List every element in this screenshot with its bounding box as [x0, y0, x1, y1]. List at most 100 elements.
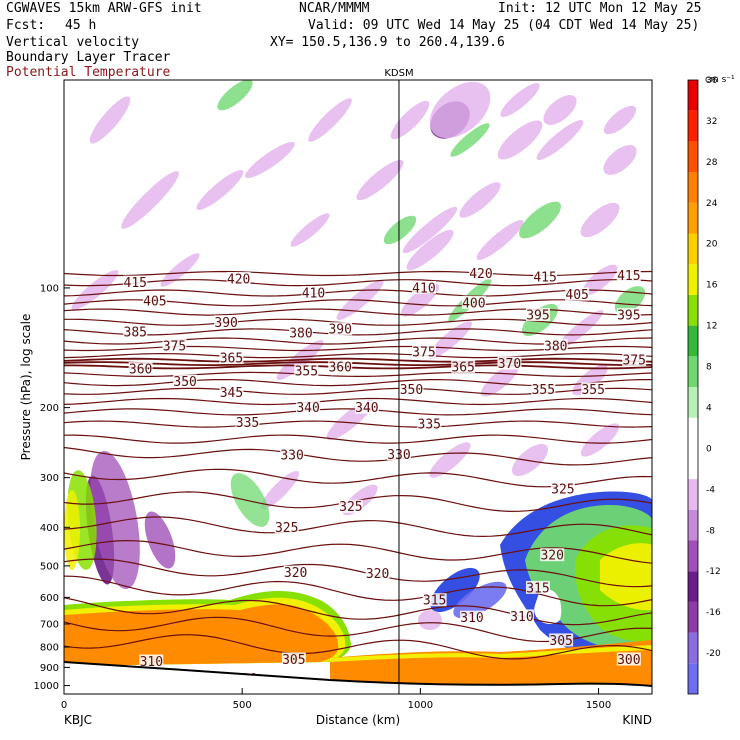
theta-label-bg — [354, 400, 379, 414]
theta-label-bg — [411, 345, 436, 359]
theta-contour — [64, 308, 652, 316]
theta-label-bg — [549, 633, 574, 647]
theta-contour — [64, 420, 652, 428]
colorbar-band — [688, 172, 698, 203]
theta-label-bg — [417, 417, 442, 431]
theta-label-bg — [294, 364, 319, 378]
theta-contour — [64, 446, 652, 466]
velocity-patch — [580, 423, 620, 457]
theta-label: 415 — [124, 276, 147, 291]
colorbar-tick-label: 24 — [706, 199, 718, 209]
colorbar-band — [688, 571, 698, 602]
header-valid: Valid: 09 UTC Wed 14 May 25 (04 CDT Wed … — [308, 18, 700, 33]
theta-label-bg — [616, 308, 641, 322]
theta-contours: 415 420 410 410 420 415 415 405 405 400 390 395 395 3… — [64, 266, 652, 687]
velocity-tracer-fill — [64, 80, 652, 690]
theta-contour — [64, 289, 652, 297]
y-tick-label: 800 — [40, 643, 59, 654]
theta-label-bg — [283, 565, 308, 579]
theta-label: 335 — [236, 416, 259, 431]
header-fcst-label: Fcst: — [6, 18, 46, 33]
theta-label-bg — [525, 308, 550, 322]
colorbar-tick-label: 8 — [706, 363, 712, 373]
theta-label-bg — [123, 324, 148, 338]
theta-contour — [64, 539, 652, 564]
theta-label: 325 — [339, 500, 362, 515]
colorbar-band — [688, 387, 698, 418]
theta-label-bg — [460, 610, 485, 624]
theta-contour — [64, 558, 652, 588]
theta-label: 330 — [280, 448, 303, 463]
theta-label: 375 — [412, 346, 435, 361]
colorbar-unit: cm s⁻¹ — [705, 75, 735, 85]
colorbar-band — [688, 601, 698, 633]
theta-label: 385 — [124, 325, 147, 340]
y-tick-label: 700 — [40, 619, 59, 630]
theta-label-bg — [543, 339, 568, 353]
theta-label-bg — [128, 362, 153, 376]
velocity-patch — [230, 473, 270, 527]
header-fcst-value: 45 h — [65, 18, 97, 33]
colorbar-tick-label: 32 — [706, 117, 717, 127]
velocity-patch — [260, 470, 300, 510]
theta-label-bg — [365, 566, 390, 580]
theta-label: 310 — [140, 655, 163, 670]
theta-label: 405 — [143, 295, 166, 310]
colorbar-band — [688, 294, 698, 326]
colorbar-band — [688, 110, 698, 142]
theta-label: 350 — [173, 375, 196, 390]
theta-label-bg — [226, 272, 251, 286]
colorbar-band — [688, 448, 698, 480]
theta-contour — [64, 352, 652, 359]
theta-label: 395 — [617, 309, 640, 324]
theta-label: 315 — [526, 581, 549, 596]
theta-label: 360 — [328, 360, 351, 375]
theta-label-bg — [142, 294, 167, 308]
velocity-patch — [603, 105, 637, 135]
theta-label-bg — [214, 315, 239, 329]
theta-contour — [64, 516, 652, 538]
colorbar-tick-label: -4 — [706, 485, 715, 495]
theta-label-bg — [451, 359, 476, 373]
velocity-patch — [71, 269, 119, 311]
theta-label-bg — [622, 353, 647, 367]
colorbar-tick-label: 20 — [706, 240, 718, 250]
theta-contour — [64, 434, 652, 444]
colorbar-tick-label: 4 — [706, 404, 712, 414]
velocity-patch — [160, 253, 200, 287]
velocity-patch — [245, 141, 295, 179]
theta-label: 325 — [275, 521, 298, 536]
theta-label: 395 — [526, 309, 549, 324]
theta-label: 340 — [355, 401, 378, 416]
theta-label-bg — [338, 499, 363, 513]
theta-label: 335 — [418, 418, 441, 433]
x-tick-label: 1500 — [586, 700, 611, 711]
colorbar-band — [688, 233, 698, 265]
theta-label-bg — [509, 609, 534, 623]
header-field-vertical-velocity: Vertical velocity — [6, 35, 140, 50]
theta-label: 365 — [451, 360, 474, 375]
theta-label: 310 — [460, 611, 483, 626]
velocity-patch — [121, 171, 179, 229]
theta-label-bg — [550, 481, 575, 495]
theta-label: 420 — [469, 267, 492, 282]
velocity-patch — [406, 229, 454, 271]
velocity-patch — [511, 443, 549, 477]
velocity-patch — [480, 363, 520, 397]
theta-label-bg — [565, 287, 590, 301]
theta-label-bg — [533, 270, 558, 284]
velocity-patch — [217, 80, 253, 111]
theta-contour — [64, 371, 652, 378]
terrain-line — [64, 661, 652, 687]
colorbar-tick-label: 36 — [706, 76, 718, 86]
theta-contour — [64, 634, 652, 660]
theta-label-bg — [123, 275, 148, 289]
colorbar-tick-label: -8 — [706, 526, 715, 536]
station-kbjc-label: KBJC — [64, 713, 92, 727]
colorbar-band — [688, 479, 698, 510]
header-xy: XY= 150.5,136.9 to 260.4,139.6 — [270, 35, 505, 50]
theta-label: 370 — [498, 357, 521, 372]
velocity-patch — [429, 81, 491, 139]
colorbar-tick-label: 16 — [706, 281, 718, 291]
